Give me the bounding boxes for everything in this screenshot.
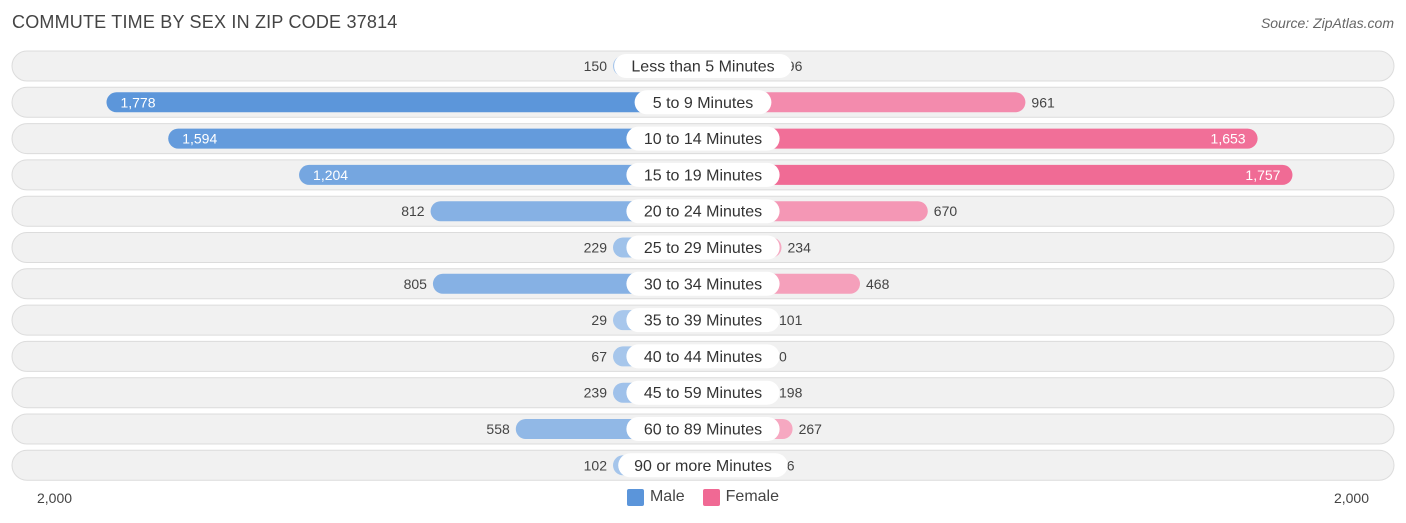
category-pill <box>626 417 780 441</box>
value-label-female: 670 <box>934 203 958 219</box>
category-label: 60 to 89 Minutes <box>644 422 762 439</box>
category-label: 30 to 34 Minutes <box>644 276 762 293</box>
value-label-male: 1,594 <box>182 131 217 147</box>
category-pill <box>618 453 788 478</box>
legend-label-male: Male <box>649 488 685 505</box>
legend-swatch-male <box>626 488 644 506</box>
value-label-male: 1,204 <box>313 167 348 183</box>
category-label: 35 to 39 Minutes <box>644 313 762 330</box>
legend-swatch-female <box>702 488 720 506</box>
category-pill <box>626 199 780 224</box>
bar-female <box>703 128 1258 149</box>
category-pill <box>626 126 780 151</box>
value-label-female: 0 <box>779 348 787 364</box>
value-label-male: 29 <box>591 312 607 328</box>
category-label: 15 to 19 Minutes <box>644 167 762 184</box>
legend-label-female: Female <box>725 488 780 505</box>
source-note: Source: ZipAtlas.com <box>1260 15 1394 31</box>
category-label: 5 to 9 Minutes <box>653 95 754 112</box>
axis-label-right: 2,000 <box>1333 490 1369 506</box>
value-label-female: 468 <box>866 276 890 292</box>
category-label: 90 or more Minutes <box>634 458 772 475</box>
value-label-male: 558 <box>486 421 510 437</box>
value-label-male: 239 <box>584 385 608 401</box>
value-label-female: 961 <box>1031 94 1055 110</box>
category-label: 25 to 29 Minutes <box>644 240 762 257</box>
category-pill <box>626 162 780 187</box>
category-pill <box>634 90 772 115</box>
category-pill <box>626 344 780 369</box>
value-label-male: 1,778 <box>120 94 155 110</box>
category-label: 10 to 14 Minutes <box>644 131 762 148</box>
value-label-female: 234 <box>788 240 812 256</box>
value-label-male: 229 <box>584 240 608 256</box>
value-label-female: 101 <box>779 312 803 328</box>
category-pill <box>626 308 780 333</box>
value-label-male: 102 <box>584 457 608 473</box>
value-label-female: 1,653 <box>1211 131 1246 147</box>
bar-female <box>703 92 1026 113</box>
legend-item-male[interactable]: Male <box>626 488 685 506</box>
chart-title: COMMUTE TIME BY SEX IN ZIP CODE 37814 <box>12 12 398 32</box>
value-label-male: 805 <box>404 276 428 292</box>
bar-male <box>299 164 703 185</box>
bar-female <box>703 164 1293 185</box>
axis-label-left: 2,000 <box>37 490 73 506</box>
value-label-male: 67 <box>591 348 607 364</box>
category-pill <box>626 380 780 405</box>
category-pill <box>614 54 792 78</box>
value-label-female: 267 <box>799 421 823 437</box>
category-label: 20 to 24 Minutes <box>644 204 762 221</box>
category-pill <box>626 271 780 296</box>
bar-male <box>106 92 703 113</box>
value-label-male: 150 <box>584 58 608 74</box>
bar-male <box>168 128 703 149</box>
value-label-female: 1,757 <box>1245 167 1280 183</box>
legend-item-female[interactable]: Female <box>702 488 780 506</box>
legend: Male Female <box>0 488 1406 506</box>
category-label: Less than 5 Minutes <box>631 59 774 76</box>
category-label: 40 to 44 Minutes <box>644 349 762 366</box>
category-pill <box>626 235 780 260</box>
value-label-female: 198 <box>779 385 803 401</box>
value-label-male: 812 <box>401 203 425 219</box>
category-label: 45 to 59 Minutes <box>644 385 762 402</box>
